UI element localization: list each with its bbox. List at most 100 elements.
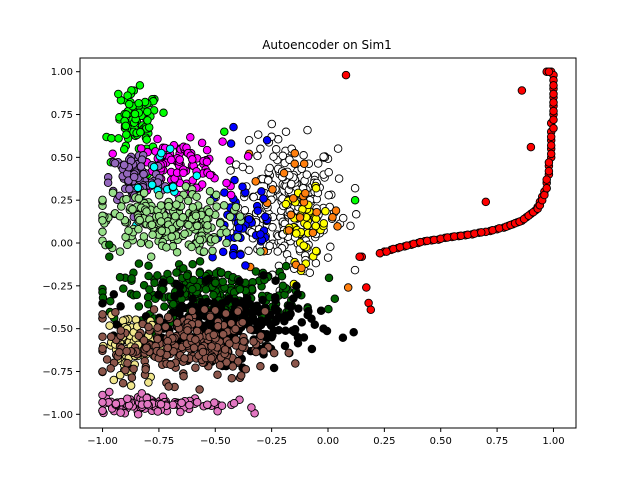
scatter-point — [281, 127, 291, 137]
scatter-point — [251, 267, 261, 276]
scatter-point — [235, 212, 245, 221]
scatter-point — [225, 294, 234, 303]
scatter-point — [326, 242, 335, 252]
x-tick-label: −0.50 — [200, 436, 231, 447]
scatter-point — [116, 302, 125, 311]
scatter-point — [115, 247, 125, 256]
scatter-point — [179, 264, 188, 273]
scatter-point — [195, 268, 205, 278]
scatter-point — [125, 184, 134, 194]
x-tick-label: 0.75 — [486, 436, 508, 447]
scatter-point — [549, 115, 558, 124]
scatter-point — [205, 170, 215, 180]
x-axis: −1.00 −0.75 −0.50 −0.25 0.00 0.25 0.50 0.75 1.00 — [87, 428, 565, 447]
scatter-point — [324, 304, 333, 314]
scatter-point — [201, 285, 211, 294]
scatter-point — [278, 281, 288, 291]
scatter-point — [159, 108, 168, 118]
scatter-point — [98, 299, 107, 308]
scatter-point — [333, 222, 342, 231]
scatter-point — [144, 378, 153, 387]
scatter-point — [156, 348, 165, 357]
scatter-point — [109, 290, 119, 299]
scatter-point — [213, 370, 222, 379]
scatter-point — [202, 157, 212, 167]
scatter-point — [184, 220, 193, 230]
scatter-point — [127, 373, 137, 382]
scatter-point — [142, 207, 151, 216]
y-tick-label: 0.75 — [51, 110, 73, 121]
scatter-point — [546, 132, 556, 142]
x-tick-label: 1.00 — [542, 436, 564, 447]
scatter-point — [148, 230, 157, 239]
scatter-point — [107, 134, 116, 143]
scatter-point — [98, 310, 107, 319]
scatter-point — [291, 359, 300, 368]
scatter-point — [115, 211, 125, 221]
scatter-point — [310, 320, 320, 329]
scatter-point — [303, 221, 312, 230]
scatter-point — [305, 268, 315, 278]
scatter-point — [346, 221, 355, 231]
y-tick-label: −0.75 — [42, 367, 73, 378]
scatter-point — [110, 158, 120, 168]
scatter-point — [350, 195, 360, 205]
y-tick-label: −0.50 — [42, 324, 73, 335]
scatter-point — [256, 247, 265, 256]
scatter-point — [182, 271, 192, 280]
scatter-point — [121, 121, 131, 131]
scatter-point — [243, 152, 253, 161]
scatter-point — [299, 159, 309, 169]
scatter-point — [260, 307, 270, 316]
scatter-point — [269, 363, 279, 373]
scatter-point — [284, 226, 294, 235]
scatter-point — [133, 183, 143, 193]
scatter-point — [256, 144, 265, 154]
scatter-point — [319, 324, 328, 333]
scatter-point — [341, 70, 351, 80]
scatter-point — [143, 399, 152, 409]
scatter-point — [164, 382, 173, 391]
x-tick-label: −1.00 — [87, 436, 118, 447]
y-tick-label: 0.00 — [51, 239, 73, 250]
scatter-point — [549, 89, 558, 99]
scatter-point — [251, 177, 260, 186]
scatter-point — [241, 365, 251, 374]
scatter-point — [121, 365, 130, 375]
x-tick-label: −0.25 — [256, 436, 287, 447]
scatter-point — [289, 294, 298, 303]
scatter-point — [222, 228, 231, 237]
scatter-point — [177, 398, 186, 408]
scatter-point — [258, 295, 267, 305]
scatter-point — [176, 407, 185, 417]
scatter-point — [271, 145, 281, 154]
scatter-point — [349, 327, 358, 337]
scatter-point — [192, 221, 202, 231]
scatter-point — [145, 285, 154, 294]
scatter-point — [244, 135, 254, 145]
scatter-point — [238, 182, 247, 192]
scatter-point — [324, 167, 333, 177]
scatter-point — [102, 355, 112, 364]
scatter-point — [362, 283, 371, 292]
scatter-point — [189, 275, 198, 285]
scatter-point — [319, 152, 328, 161]
scatter-point — [142, 343, 151, 353]
scatter-point — [186, 133, 195, 142]
scatter-point — [324, 273, 334, 283]
scatter-point — [546, 149, 556, 159]
scatter-point — [98, 344, 107, 353]
scatter-point — [105, 240, 114, 249]
scatter-point — [139, 188, 149, 198]
scatter-point — [416, 237, 425, 247]
scatter-point — [229, 122, 238, 132]
scatter-point — [338, 213, 348, 223]
scatter-point — [241, 261, 250, 270]
points-layer — [98, 67, 558, 419]
scatter-point — [143, 292, 153, 302]
scatter-point — [350, 183, 360, 193]
scatter-point — [122, 346, 131, 356]
scatter-point — [299, 333, 309, 342]
scatter-point — [228, 362, 238, 371]
scatter-point — [203, 221, 212, 230]
